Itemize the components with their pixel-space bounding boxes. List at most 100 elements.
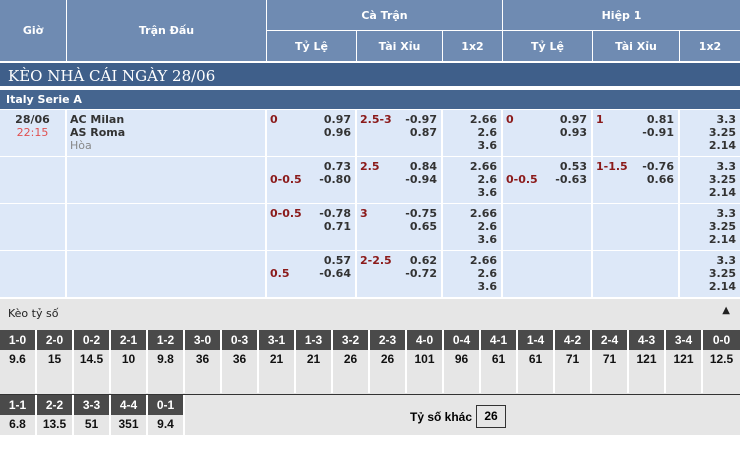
score-cell[interactable]: 3-3 51: [74, 395, 111, 458]
score-odds[interactable]: 71: [565, 352, 580, 366]
odds-value[interactable]: 2.6: [477, 220, 498, 233]
odds-value[interactable]: 0.96: [323, 126, 351, 139]
score-odds[interactable]: 61: [491, 352, 506, 366]
score-cell[interactable]: 1-1 6.8: [0, 395, 37, 458]
score-cell[interactable]: 2-1 10: [111, 330, 148, 393]
score-odds[interactable]: 121: [636, 352, 657, 366]
odds-value[interactable]: 3.25: [708, 220, 736, 233]
odds-value[interactable]: 2.14: [708, 186, 736, 199]
score-cell[interactable]: 2-2 13.5: [37, 395, 74, 458]
home-team[interactable]: AC Milan: [70, 113, 125, 126]
odds-value[interactable]: 2.14: [708, 139, 736, 152]
score-cell[interactable]: 4-0 101: [407, 330, 444, 393]
score-cell[interactable]: 3-2 26: [333, 330, 370, 393]
score-odds[interactable]: 96: [454, 352, 469, 366]
odds-value[interactable]: 2.66: [469, 254, 497, 267]
odds-value[interactable]: 3.25: [708, 126, 736, 139]
score-odds[interactable]: 12.5: [709, 352, 734, 366]
score-odds[interactable]: 101: [414, 352, 435, 366]
odds-value[interactable]: 3.6: [477, 233, 498, 246]
odds-value[interactable]: 3.3: [716, 113, 737, 126]
score-odds[interactable]: 36: [195, 352, 210, 366]
score-odds[interactable]: 36: [232, 352, 247, 366]
score-cell[interactable]: 0-2 14.5: [74, 330, 111, 393]
score-cell[interactable]: 3-0 36: [185, 330, 222, 393]
odds-value[interactable]: -0.91: [642, 126, 674, 139]
score-odds[interactable]: 9.6: [9, 352, 26, 366]
odds-value[interactable]: 2.66: [469, 207, 497, 220]
score-cell[interactable]: 2-4 71: [592, 330, 629, 393]
odds-value[interactable]: 2.66: [469, 113, 497, 126]
score-odds[interactable]: 51: [84, 417, 99, 431]
score-odds[interactable]: 10: [121, 352, 136, 366]
score-odds[interactable]: 61: [528, 352, 543, 366]
score-cell[interactable]: 0-3 36: [222, 330, 259, 393]
odds-value[interactable]: 0.71: [323, 220, 351, 233]
score-odds[interactable]: 14.5: [79, 352, 104, 366]
odds-value[interactable]: 3.6: [477, 139, 498, 152]
score-odds[interactable]: 15: [47, 352, 62, 366]
score-cell[interactable]: 4-2 71: [555, 330, 592, 393]
score-odds[interactable]: 121: [673, 352, 694, 366]
away-team[interactable]: AS Roma: [70, 126, 126, 139]
odds-value[interactable]: 2.6: [477, 267, 498, 280]
odds-value[interactable]: 3.6: [477, 280, 498, 293]
odds-value[interactable]: -0.63: [555, 173, 587, 186]
odds-value[interactable]: 0.53: [559, 160, 587, 173]
other-score[interactable]: Tỷ số khác 26: [410, 405, 507, 428]
odds-value[interactable]: 3.3: [716, 254, 737, 267]
score-cell[interactable]: 4-4 351: [111, 395, 148, 458]
odds-value[interactable]: -0.75: [405, 207, 437, 220]
odds-value[interactable]: 0.97: [323, 113, 351, 126]
score-odds[interactable]: 71: [602, 352, 617, 366]
score-odds[interactable]: 26: [343, 352, 358, 366]
odds-value[interactable]: 2.66: [469, 160, 497, 173]
score-odds[interactable]: 21: [306, 352, 321, 366]
other-score-value[interactable]: 26: [476, 405, 507, 428]
score-cell[interactable]: 3-1 21: [259, 330, 296, 393]
odds-value[interactable]: 0.57: [323, 254, 351, 267]
score-cell[interactable]: 0-0 12.5: [703, 330, 740, 393]
score-odds[interactable]: 21: [269, 352, 284, 366]
score-cell[interactable]: 1-0 9.6: [0, 330, 37, 393]
score-odds[interactable]: 13.5: [42, 417, 67, 431]
odds-value[interactable]: 2.14: [708, 233, 736, 246]
score-cell[interactable]: 0-1 9.4: [148, 395, 185, 458]
league-name[interactable]: Italy Serie A: [0, 90, 740, 109]
odds-value[interactable]: 0.93: [559, 126, 587, 139]
odds-value[interactable]: 3.6: [477, 186, 498, 199]
odds-value[interactable]: 3.3: [716, 160, 737, 173]
odds-value[interactable]: -0.78: [319, 207, 351, 220]
odds-value[interactable]: 0.65: [409, 220, 437, 233]
score-cell[interactable]: 2-0 15: [37, 330, 74, 393]
odds-value[interactable]: 0.66: [646, 173, 674, 186]
score-odds[interactable]: 9.4: [157, 417, 174, 431]
score-cell[interactable]: 4-3 121: [629, 330, 666, 393]
odds-value[interactable]: -0.76: [642, 160, 674, 173]
odds-value[interactable]: 3.3: [716, 207, 737, 220]
score-cell[interactable]: 3-4 121: [666, 330, 703, 393]
odds-value[interactable]: 2.6: [477, 126, 498, 139]
odds-value[interactable]: 3.25: [708, 267, 736, 280]
odds-value[interactable]: 0.81: [646, 113, 674, 126]
odds-value[interactable]: 2.14: [708, 280, 736, 293]
score-odds[interactable]: 9.8: [157, 352, 174, 366]
odds-value[interactable]: -0.80: [319, 173, 351, 186]
odds-value[interactable]: 2.6: [477, 173, 498, 186]
score-cell[interactable]: 0-4 96: [444, 330, 481, 393]
odds-value[interactable]: -0.72: [405, 267, 437, 280]
odds-value[interactable]: 0.87: [409, 126, 437, 139]
score-cell[interactable]: 2-3 26: [370, 330, 407, 393]
collapse-triangle-icon[interactable]: ▲: [722, 305, 730, 316]
score-odds[interactable]: 351: [118, 417, 139, 431]
score-odds[interactable]: 6.8: [9, 417, 26, 431]
odds-value[interactable]: 0.73: [323, 160, 351, 173]
odds-value[interactable]: 0.62: [409, 254, 437, 267]
odds-value[interactable]: -0.94: [405, 173, 437, 186]
odds-value[interactable]: 0.84: [409, 160, 437, 173]
odds-value[interactable]: 3.25: [708, 173, 736, 186]
odds-value[interactable]: -0.64: [319, 267, 351, 280]
odds-value[interactable]: 0.97: [559, 113, 587, 126]
score-cell[interactable]: 1-3 21: [296, 330, 333, 393]
score-odds[interactable]: 26: [380, 352, 395, 366]
